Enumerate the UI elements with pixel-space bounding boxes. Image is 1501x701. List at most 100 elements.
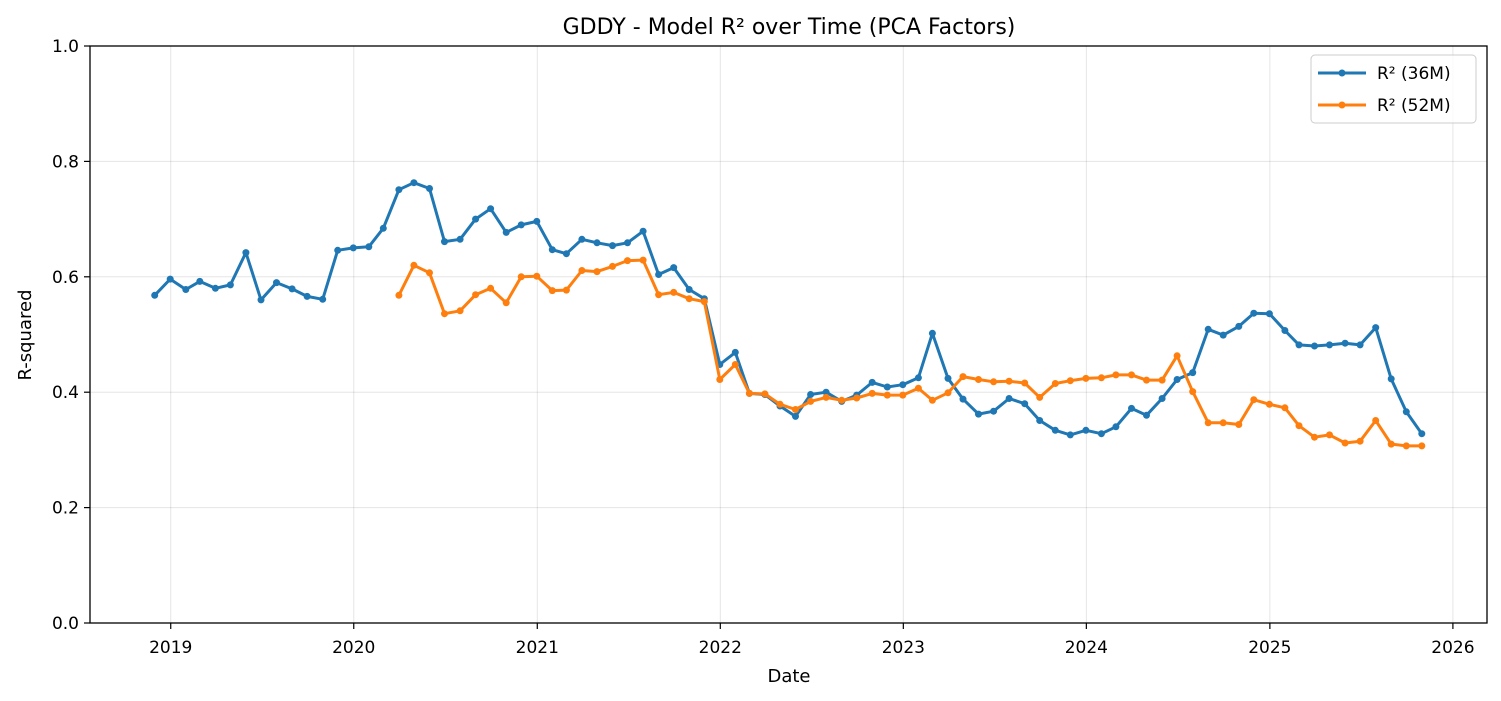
data-point	[517, 221, 525, 229]
data-point	[1265, 400, 1273, 408]
data-point	[761, 390, 769, 398]
data-point	[1158, 395, 1166, 402]
x-tick-label: 2022	[699, 638, 742, 658]
data-point	[1173, 352, 1181, 360]
y-tick-label: 0.6	[52, 268, 79, 288]
data-point	[1387, 440, 1395, 448]
data-point	[562, 250, 570, 258]
data-point	[334, 246, 342, 254]
data-point	[1295, 341, 1303, 349]
x-tick-label: 2020	[332, 638, 375, 658]
data-point	[1281, 404, 1289, 412]
data-point	[639, 256, 647, 264]
data-point	[944, 374, 952, 382]
series-line	[397, 258, 1424, 448]
data-point	[548, 287, 556, 295]
data-point	[731, 348, 739, 356]
data-point	[1051, 380, 1059, 387]
data-point	[624, 257, 631, 265]
data-point	[303, 292, 311, 300]
data-point	[868, 378, 876, 386]
data-point	[1311, 342, 1318, 350]
data-point	[883, 391, 891, 399]
data-point	[196, 277, 204, 285]
data-point	[578, 267, 586, 274]
y-tick-label: 0.8	[52, 152, 79, 172]
data-point	[211, 284, 219, 292]
data-point	[562, 286, 570, 294]
data-point	[670, 264, 678, 272]
data-point	[1189, 369, 1197, 377]
data-point	[426, 185, 433, 192]
data-point	[853, 394, 861, 402]
data-point	[838, 396, 846, 404]
data-point	[1341, 339, 1349, 347]
data-point	[273, 279, 280, 287]
data-point	[959, 395, 967, 403]
data-point	[1311, 433, 1318, 441]
data-point	[685, 295, 693, 303]
legend-marker-52m	[1338, 101, 1346, 109]
data-point	[257, 296, 265, 304]
data-point	[883, 383, 891, 391]
data-point	[410, 179, 418, 187]
data-point	[151, 291, 159, 299]
data-point	[655, 291, 663, 299]
data-point	[1204, 325, 1212, 333]
series-1	[395, 256, 1426, 450]
data-point	[1066, 431, 1074, 439]
data-point	[1021, 379, 1029, 387]
data-point	[1326, 431, 1333, 439]
x-tick-label: 2026	[1431, 638, 1474, 658]
y-tick-label: 0.0	[52, 614, 79, 634]
data-point	[1051, 426, 1059, 434]
data-point	[928, 396, 936, 404]
data-point	[1143, 376, 1150, 384]
data-point	[1418, 442, 1426, 450]
data-point	[1235, 421, 1243, 428]
data-point	[1005, 377, 1013, 385]
x-tick-label: 2019	[149, 638, 192, 658]
data-point	[731, 361, 739, 368]
data-point	[914, 384, 922, 392]
x-tick-label: 2021	[516, 638, 559, 658]
data-point	[1418, 430, 1426, 438]
data-point	[1189, 388, 1197, 396]
data-point	[670, 288, 678, 296]
data-point	[655, 271, 663, 278]
data-point	[1097, 374, 1105, 382]
legend-label-36m: R² (36M)	[1377, 64, 1451, 84]
data-point	[685, 286, 693, 293]
data-point	[226, 281, 234, 289]
data-point	[1341, 439, 1349, 447]
data-point	[1295, 422, 1303, 430]
data-point	[502, 228, 510, 236]
data-point	[1112, 423, 1120, 431]
data-point	[1326, 341, 1333, 349]
data-point	[472, 215, 480, 223]
series-layer	[151, 179, 1426, 450]
x-tick-label: 2025	[1248, 638, 1291, 658]
data-point	[959, 373, 967, 381]
data-point	[487, 205, 495, 213]
data-point	[1356, 341, 1364, 349]
x-axis-label: Date	[767, 666, 810, 687]
x-tick-label: 2024	[1065, 638, 1108, 658]
data-point	[578, 235, 586, 243]
data-point	[502, 299, 510, 307]
data-point	[1356, 437, 1364, 445]
data-point	[928, 329, 936, 337]
data-point	[441, 310, 448, 318]
series-0	[151, 179, 1426, 439]
y-tick-label: 0.4	[52, 383, 79, 403]
data-point	[456, 235, 464, 243]
data-point	[914, 374, 922, 382]
data-point	[456, 307, 464, 315]
data-point	[319, 295, 327, 303]
data-point	[441, 238, 448, 246]
data-point	[1402, 408, 1410, 416]
data-point	[1265, 310, 1273, 318]
data-point	[1021, 400, 1029, 408]
